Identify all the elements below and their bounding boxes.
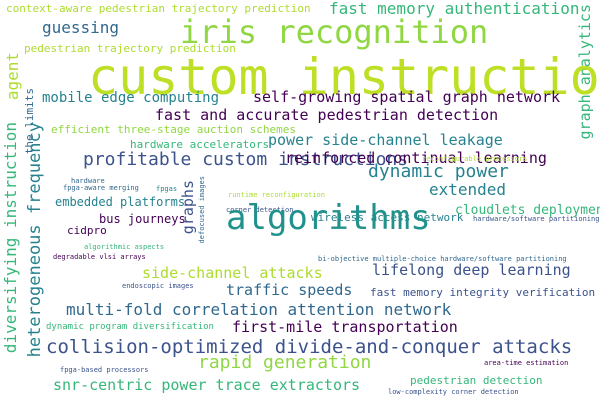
word-power-side-channel-leakage: power side-channel leakage [268,131,503,149]
word-low-complexity-corner-detection: low-complexity corner detection [388,388,519,396]
word-algorithmic-aspects: algorithmic aspects [84,243,165,251]
word-hardware: hardware [71,177,105,185]
word-algorithms: algorithms [226,198,431,238]
word-cloudlets-deployment: cloudlets deployment [455,203,600,218]
word-traffic-speeds: traffic speeds [226,281,353,299]
word-defocused-images: defocused images [198,176,206,244]
word-efficient-three-stage-auction-schemes: efficient three-stage auction schemes [51,123,297,136]
word-diversifying-instruction: diversifying instruction [1,122,20,354]
word-custom-instructions: custom instructions [88,48,600,106]
word-guessing: guessing [42,18,120,37]
word-dynamic-power: dynamic power [368,161,509,182]
word-area-time-estimation: area-time estimation [484,359,569,367]
word-lifelong-deep-learning: lifelong deep learning [372,261,571,279]
word-fast-memory-authentication: fast memory authentication [329,0,580,18]
word-fast-and-accurate-pedestrian-detection: fast and accurate pedestrian detection [155,106,499,124]
word-degradable-vlsi-arrays: degradable vlsi arrays [53,253,146,261]
word-dynamic-program-diversification: dynamic program diversification [46,322,214,332]
word-mobile-edge-computing: mobile edge computing [42,90,220,106]
word-bi-objective-partitioning: bi-objective multiple-choice hardware/so… [318,255,567,263]
word-hardware-accelerators: hardware accelerators [130,138,270,151]
word-rapid-generation: rapid generation [198,352,372,373]
word-heterogeneous-frequency: heterogeneous frequency [25,122,45,358]
word-pedestrian-detection: pedestrian detection [410,374,543,387]
word-runtime-reconfiguration: runtime reconfiguration [228,191,325,199]
word-pedestrian-trajectory-prediction: pedestrian trajectory prediction [24,42,236,55]
word-profitable-custom-instructions: profitable custom instructions [83,149,409,170]
word-endoscopic-images: endoscopic images [122,282,194,290]
word-snr-centric-power-trace-extractors: snr-centric power trace extractors [53,376,361,394]
word-corner-detection: corner detection [226,206,294,214]
word-bus-journeys: bus journeys [99,212,186,226]
word-multi-fold-correlation-attention-network: multi-fold correlation attention network [66,300,452,319]
word-hardware-software-partitioning: hardware/software partitioning [473,215,600,223]
word-wireless-access-network: wireless access network [311,211,464,224]
word-fast-memory-integrity-verification: fast memory integrity verification [370,286,596,299]
word-fpga-based-processors: fpga-based processors [60,366,149,374]
word-side-channel-attacks: side-channel attacks [142,264,323,282]
word-self-growing-spatial-graph-network: self-growing spatial graph network [253,88,561,106]
word-agent: agent [3,52,22,101]
word-collision-optimized-divide-and-conquer-attacks: collision-optimized divide-and-conquer a… [46,336,573,358]
word-cidpro: cidpro [67,224,107,237]
word-reconfigurable-processors: reconfigurable processors [422,155,528,163]
word-reinforced-continual-learning: reinforced continual learning [285,149,547,167]
word-embedded-platforms: embedded platforms [55,195,186,209]
word-fpga-aware-merging: fpga-aware merging [63,184,139,192]
word-fpgas: fpgas [156,185,178,193]
word-extended: extended [429,180,507,199]
word-iris-recognition: iris recognition [180,13,489,51]
word-first-mile-transportation: first-mile transportation [232,318,458,336]
word-context-aware-pedestrian-trajectory-prediction: context-aware pedestrian trajectory pred… [6,2,311,15]
